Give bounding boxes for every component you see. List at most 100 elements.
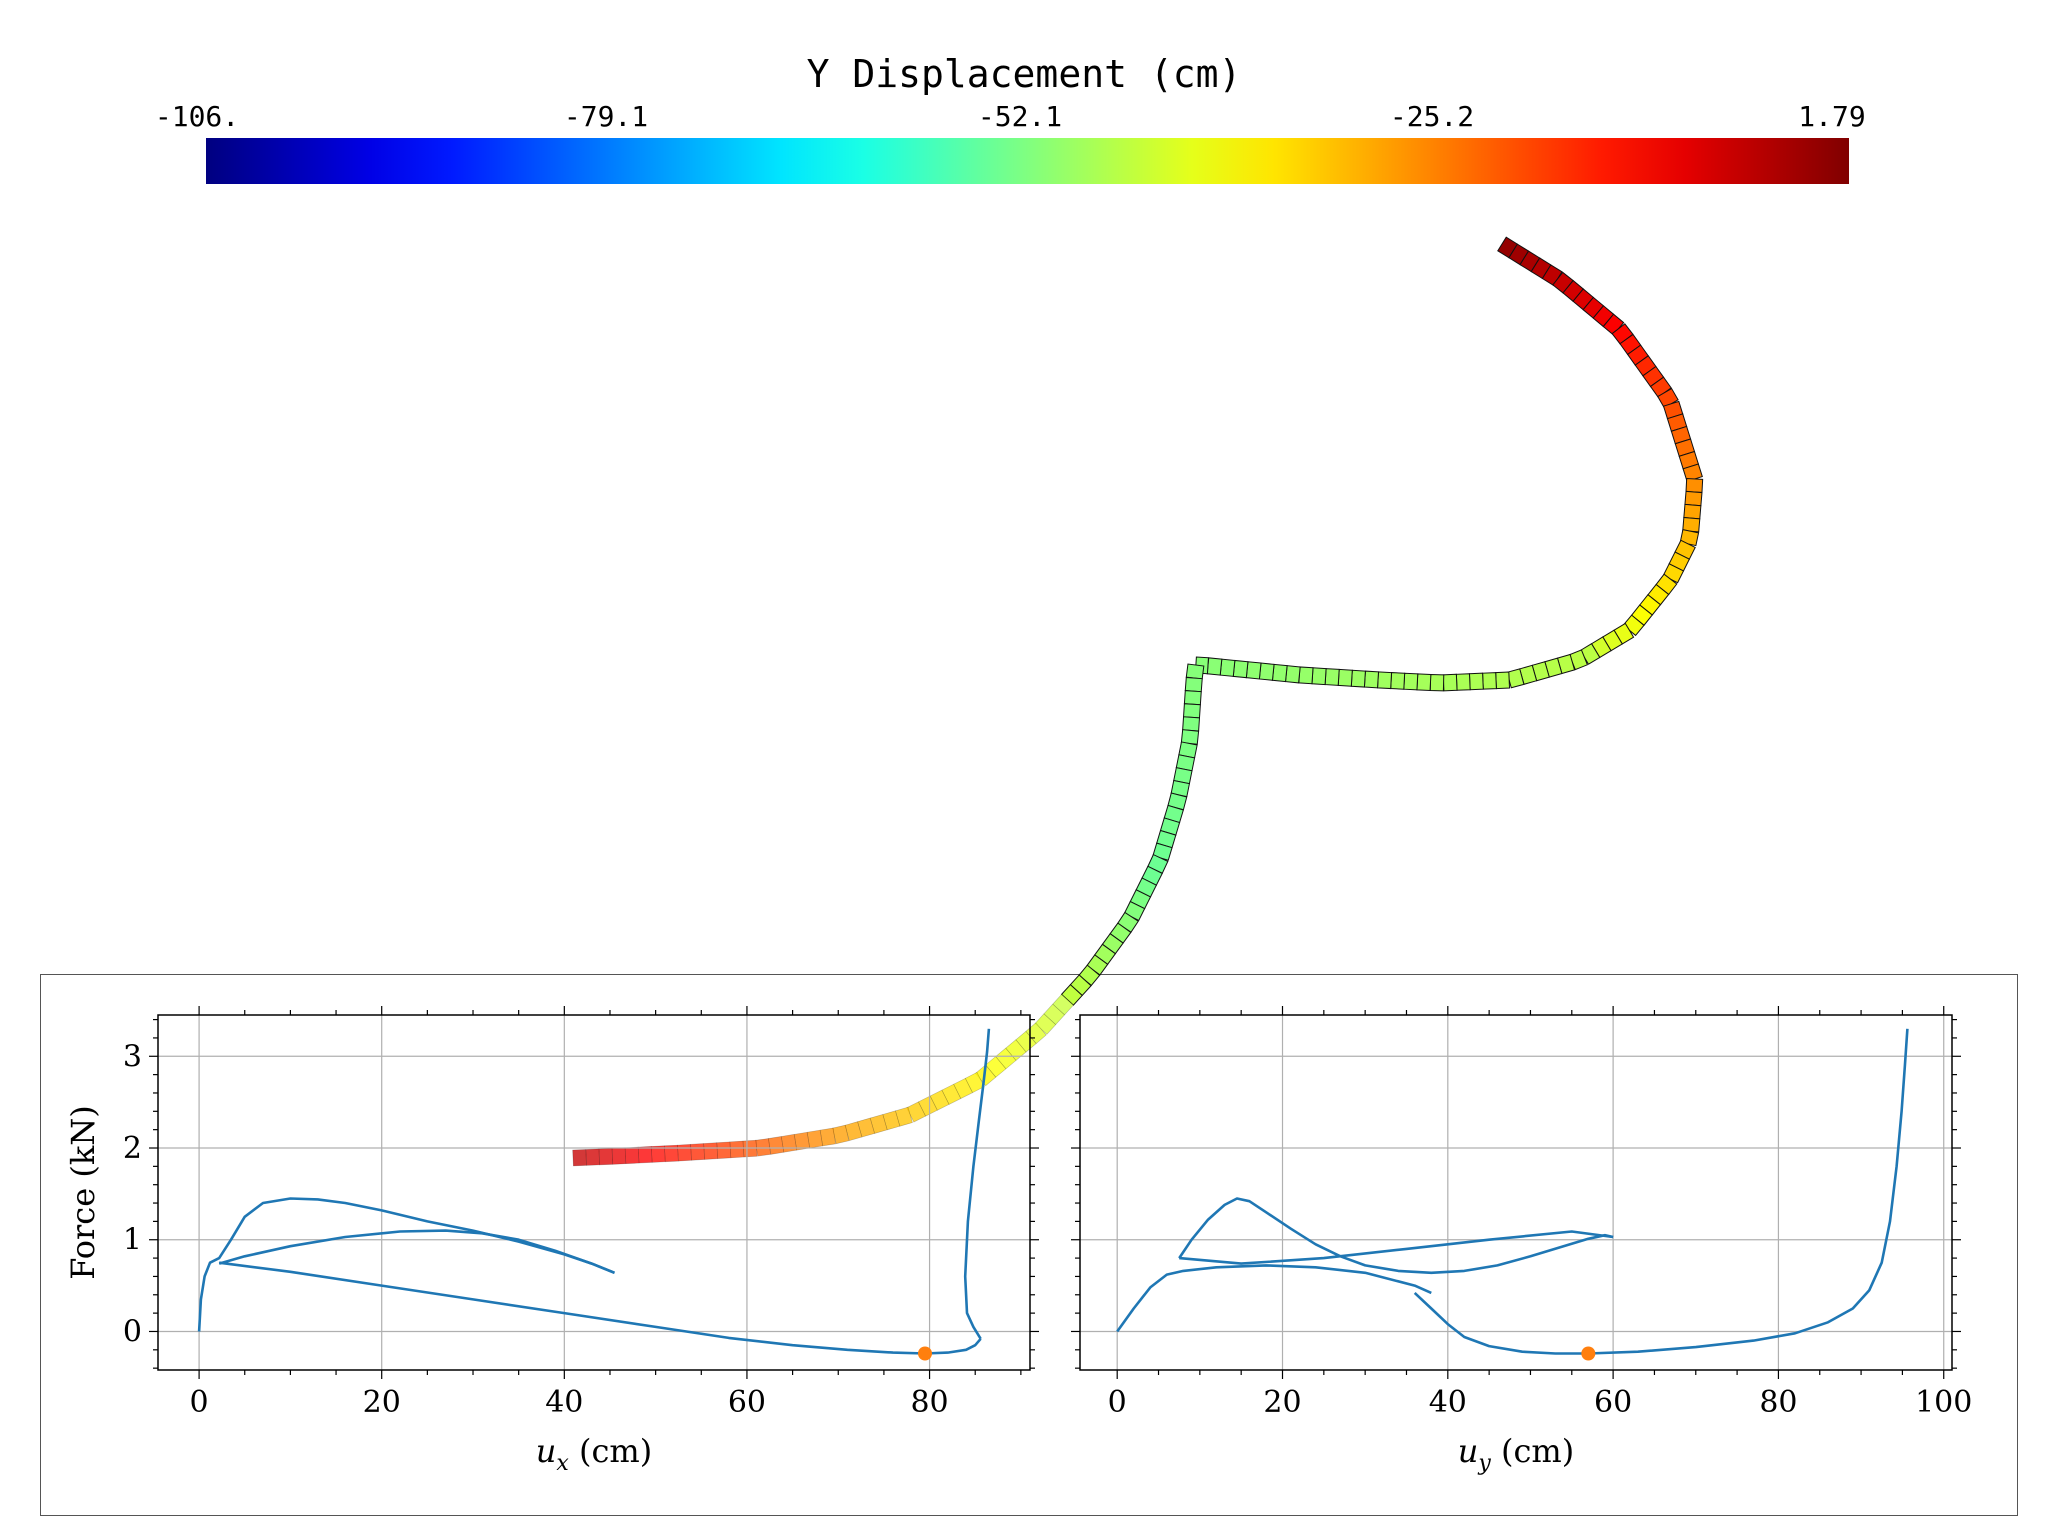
beam-element: [1298, 666, 1314, 685]
x-tick-label: 20: [363, 1385, 401, 1420]
beam-element: [1568, 649, 1589, 671]
beam-element: [1377, 671, 1393, 690]
x-axis-label: ux (cm): [536, 1432, 652, 1476]
force-vs-uy-chart: 0 20 40 60 80 100 uy (cm): [1071, 1006, 1972, 1476]
colorbar-tick: -106.: [154, 100, 240, 133]
y-tick-label: 2: [123, 1131, 142, 1166]
beam-element: [1271, 663, 1288, 683]
beam-element: [1682, 516, 1701, 533]
series-line: [963, 1028, 991, 1340]
beam-element: [598, 1148, 614, 1166]
beam-element: [585, 1148, 600, 1166]
x-tick-label: 60: [1594, 1385, 1632, 1420]
x-tick-label: 60: [728, 1385, 766, 1420]
beam-element: [1429, 674, 1445, 692]
beam-element: [1180, 729, 1200, 745]
beam-element: [1182, 703, 1201, 719]
beam-element: [1219, 658, 1236, 677]
beam-element: [1579, 643, 1601, 665]
colorbar-title: Y Displacement (cm): [806, 52, 1242, 96]
series-line: [1179, 1230, 1614, 1265]
beam-element: [1206, 657, 1223, 676]
beam-element: [1363, 670, 1380, 689]
axes-frame: [157, 1014, 1031, 1371]
beam-element: [1337, 668, 1353, 687]
beam-element: [1649, 376, 1672, 398]
beam-element: [703, 1142, 719, 1160]
beam-element: [1350, 669, 1366, 688]
series-line: [1116, 1264, 1432, 1333]
beam-element: [1311, 667, 1327, 686]
x-tick-label: 80: [910, 1385, 948, 1420]
force-vs-ux-chart: 0 20 40 60 80 0 1 2 3 Force (kN) ux (cm): [64, 1006, 1039, 1476]
colorbar-tick: -25.2: [1389, 100, 1475, 133]
beam-element: [572, 1149, 587, 1167]
beam-element: [1602, 313, 1625, 336]
beam-element: [767, 1136, 785, 1155]
colorbar-tick: -79.1: [563, 100, 649, 133]
beam-element: [716, 1141, 732, 1159]
beam-element: [1683, 503, 1702, 520]
current-point-marker: [917, 1346, 932, 1361]
series-line: [1413, 1028, 1909, 1355]
beam-element: [1403, 672, 1419, 691]
beam-element: [1184, 676, 1203, 693]
colorbar-gradient: [206, 138, 1849, 184]
x-tick-label: 40: [1429, 1385, 1467, 1420]
beam-element: [844, 1121, 863, 1142]
beam-element: [637, 1146, 653, 1164]
plot-panel-frame: [40, 974, 2018, 1516]
beam-element: [832, 1124, 850, 1145]
y-tick-label: 1: [123, 1223, 142, 1258]
beam-element: [1622, 614, 1645, 637]
y-tick-label: 0: [123, 1314, 142, 1349]
x-tick-label: 80: [1759, 1385, 1797, 1420]
beam-element: [1390, 672, 1406, 690]
beam-element: [729, 1140, 745, 1159]
beam-element: [1482, 672, 1497, 690]
beam-element: [1455, 673, 1471, 691]
beam-element: [742, 1139, 758, 1158]
beam-element: [755, 1138, 771, 1157]
beam-element: [1324, 668, 1340, 686]
beam-element: [1442, 673, 1458, 692]
beam-element: [906, 1101, 926, 1123]
beam-element: [1679, 529, 1700, 547]
beam-element: [1232, 659, 1249, 679]
x-tick-label: 0: [190, 1385, 209, 1420]
beam-element: [1245, 661, 1262, 680]
beam-element: [1025, 1022, 1047, 1044]
beam-element: [1183, 690, 1202, 706]
colorbar-tick: -52.1: [977, 100, 1063, 133]
beam-element: [690, 1143, 705, 1161]
beam-element: [1416, 673, 1432, 692]
series-line: [197, 1197, 615, 1332]
beam-element: [1541, 264, 1563, 287]
colorbar-tick: 1.79: [1798, 100, 1866, 133]
series-line: [218, 1229, 615, 1275]
beam-element: [1506, 668, 1525, 689]
beam-element: [1682, 463, 1703, 482]
beam-element: [1495, 671, 1511, 690]
beam-element: [1182, 716, 1201, 732]
y-tick-label: 3: [123, 1039, 142, 1074]
y-axis-label: Force (kN): [64, 1105, 102, 1279]
beam-element: [1258, 662, 1275, 681]
current-point-marker: [1581, 1346, 1596, 1361]
beam-element: [1685, 478, 1704, 493]
x-axis-label: uy (cm): [1458, 1432, 1574, 1476]
beam-element: [1657, 387, 1679, 409]
deformed-beam: [572, 236, 1704, 1167]
beam-element: [1185, 663, 1205, 680]
beam-element: [895, 1106, 913, 1127]
x-tick-label: 0: [1108, 1385, 1127, 1420]
beam-element: [1284, 665, 1301, 684]
beam-element: [677, 1144, 692, 1162]
axes-frame: [1079, 1014, 1953, 1371]
series-line: [219, 1261, 982, 1355]
beam-element: [1468, 672, 1484, 691]
beam-element: [1034, 1013, 1057, 1035]
series-line: [1178, 1197, 1614, 1275]
